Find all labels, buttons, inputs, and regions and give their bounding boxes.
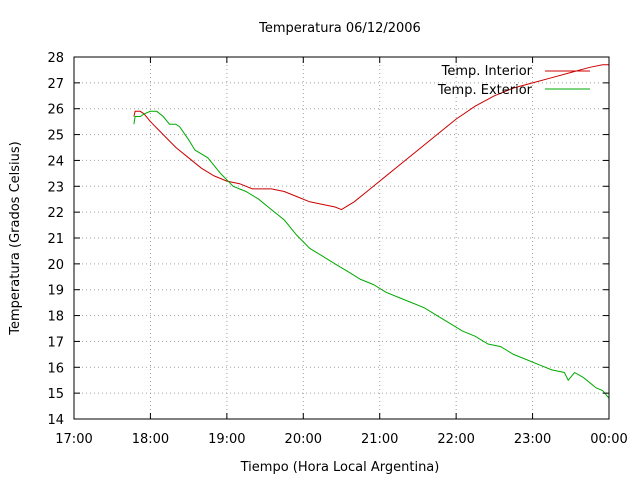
y-axis-label: Temperatura (Grados Celsius) <box>8 141 23 335</box>
x-tick-label: 21:00 <box>361 432 398 447</box>
grid <box>74 57 609 419</box>
y-tick-label: 21 <box>47 232 64 247</box>
x-tick-label: 20:00 <box>285 432 322 447</box>
series-line-exterior <box>133 110 610 399</box>
x-axis-label: Tiempo (Hora Local Argentina) <box>240 460 440 475</box>
y-tick-label: 28 <box>47 51 64 66</box>
x-tick-label: 17:00 <box>55 432 92 447</box>
series-layer <box>133 64 610 399</box>
x-tick-label: 22:00 <box>437 432 474 447</box>
y-tick-label: 25 <box>47 129 64 144</box>
y-tick-label: 24 <box>47 154 64 169</box>
y-tick-label: 27 <box>47 77 64 92</box>
y-tick-label: 17 <box>47 335 64 350</box>
legend: Temp. Interior Temp. Exterior <box>437 64 590 98</box>
legend-label-exterior: Temp. Exterior <box>437 83 533 98</box>
y-tick-label: 15 <box>47 387 64 402</box>
x-tick-label: 19:00 <box>208 432 245 447</box>
legend-label-interior: Temp. Interior <box>441 64 533 79</box>
x-tick-label: 23:00 <box>514 432 551 447</box>
ticks <box>73 56 610 420</box>
y-tick-label: 23 <box>47 180 64 195</box>
y-tick-label: 19 <box>47 284 64 299</box>
tick-labels: 14 15 16 17 18 19 20 21 22 23 24 25 26 27 28 17:00 18:00… <box>47 51 627 447</box>
x-tick-label: 18:00 <box>132 432 169 447</box>
y-tick-label: 16 <box>47 361 64 376</box>
y-tick-label: 18 <box>47 310 64 325</box>
y-tick-label: 22 <box>47 206 64 221</box>
x-tick-label: 00:00 <box>590 432 627 447</box>
chart-title: Temperatura 06/12/2006 <box>258 21 421 36</box>
y-tick-label: 14 <box>47 413 64 428</box>
y-tick-label: 20 <box>47 258 64 273</box>
y-tick-label: 26 <box>47 103 64 118</box>
series-line-interior <box>133 64 609 211</box>
